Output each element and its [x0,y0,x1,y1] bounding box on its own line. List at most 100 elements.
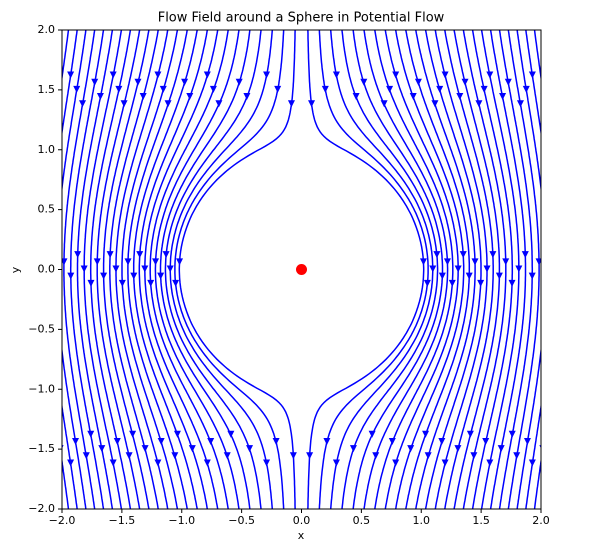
arrow [0,100,5,107]
arrow [87,430,95,438]
arrow [513,452,521,460]
x-tick-label: −2.0 [49,514,76,527]
arrow [3,251,10,258]
arrow [152,258,160,266]
arrow [565,438,572,445]
arrow [470,452,478,460]
arrow [386,85,394,93]
streamline [424,30,482,509]
arrow [25,258,32,265]
arrow [477,279,485,287]
x-tick-label: 1.5 [472,514,490,527]
arrow [67,459,75,467]
arrow [243,93,251,101]
arrow [550,431,557,438]
y-tick-label: 1.0 [38,143,56,156]
arrow [80,265,88,273]
arrow [130,272,138,280]
streamline [542,24,567,513]
arrow [360,78,368,86]
arrow [593,251,600,258]
arrow [424,452,432,460]
arrow [349,445,357,453]
arrow [154,459,162,467]
arrow [74,251,82,259]
arrow [0,273,3,280]
y-axis-label: y [9,266,22,273]
arrow [423,279,431,287]
arrow [96,93,104,101]
x-tick-label: 0.5 [353,514,371,527]
arrow [215,100,223,108]
arrow [571,258,578,265]
streamline [318,30,429,509]
arrow [223,452,231,460]
streamline [489,30,527,509]
y-tick-label: −1.5 [28,442,55,455]
arrow [323,437,331,445]
arrow [173,430,181,438]
x-tick-label: 2.0 [532,514,550,527]
arrow [438,437,446,445]
arrow [154,71,162,79]
y-tick-label: 0.0 [38,263,56,276]
arrow [40,251,47,258]
arrow [549,266,556,273]
streamlines [0,24,600,513]
arrow [441,459,449,467]
arrow [129,430,137,438]
arrow [502,258,510,266]
arrow [274,85,282,93]
arrow [112,265,120,273]
y-tick-label: 2.0 [38,23,56,36]
arrow [203,459,211,467]
arrow [483,265,491,273]
arrow [515,265,523,273]
y-tick-label: 0.5 [38,203,56,216]
arrow [556,251,563,258]
arrow [528,71,536,79]
arrow [25,72,32,79]
arrow [454,265,462,273]
streamline [471,30,514,509]
arrow [482,437,490,445]
x-tick-label: −1.5 [109,514,136,527]
arrow [176,258,184,266]
streamline [363,30,449,509]
arrow [172,279,180,287]
arrow [147,279,155,287]
arrow [521,251,529,259]
streamline [0,24,9,513]
arrow [475,100,483,108]
arrow [580,445,587,452]
arrow [54,280,61,287]
arrow [504,78,512,86]
arrow [392,459,400,467]
arrow [141,265,149,273]
arrow [578,280,585,287]
arrow [486,71,494,79]
arrow [588,79,595,86]
arrow [15,93,22,100]
arrow [448,279,456,287]
y-tick-label: 1.5 [38,83,56,96]
arrow [93,258,101,266]
arrow [590,431,597,438]
arrow [466,430,474,438]
arrow [171,452,179,460]
arrow [113,437,121,445]
streamline [525,30,541,509]
arrow [571,459,578,466]
arrow [246,445,254,453]
arrow [164,100,172,108]
arrow [141,445,149,453]
arrow [454,445,462,453]
arrow [516,100,524,108]
arrow [87,279,95,287]
arrow [166,265,174,273]
arrow [157,272,165,280]
arrow [136,251,144,259]
arrow [352,93,360,101]
arrow [456,93,464,101]
